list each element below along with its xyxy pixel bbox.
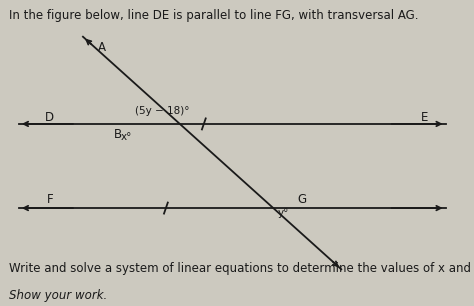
- Text: In the figure below, line DE is parallel to line FG, with transversal AG.: In the figure below, line DE is parallel…: [9, 9, 419, 22]
- Text: Write and solve a system of linear equations to determine the values of x and y.: Write and solve a system of linear equat…: [9, 262, 474, 274]
- Text: (5y − 18)°: (5y − 18)°: [135, 106, 190, 116]
- Text: A: A: [98, 41, 106, 54]
- Text: Show your work.: Show your work.: [9, 289, 108, 302]
- Text: x°: x°: [121, 132, 132, 142]
- Text: G: G: [298, 193, 307, 206]
- Text: E: E: [420, 111, 428, 124]
- Text: y°: y°: [277, 208, 289, 218]
- Text: B: B: [113, 128, 122, 140]
- Text: F: F: [46, 193, 53, 206]
- Text: D: D: [45, 111, 55, 124]
